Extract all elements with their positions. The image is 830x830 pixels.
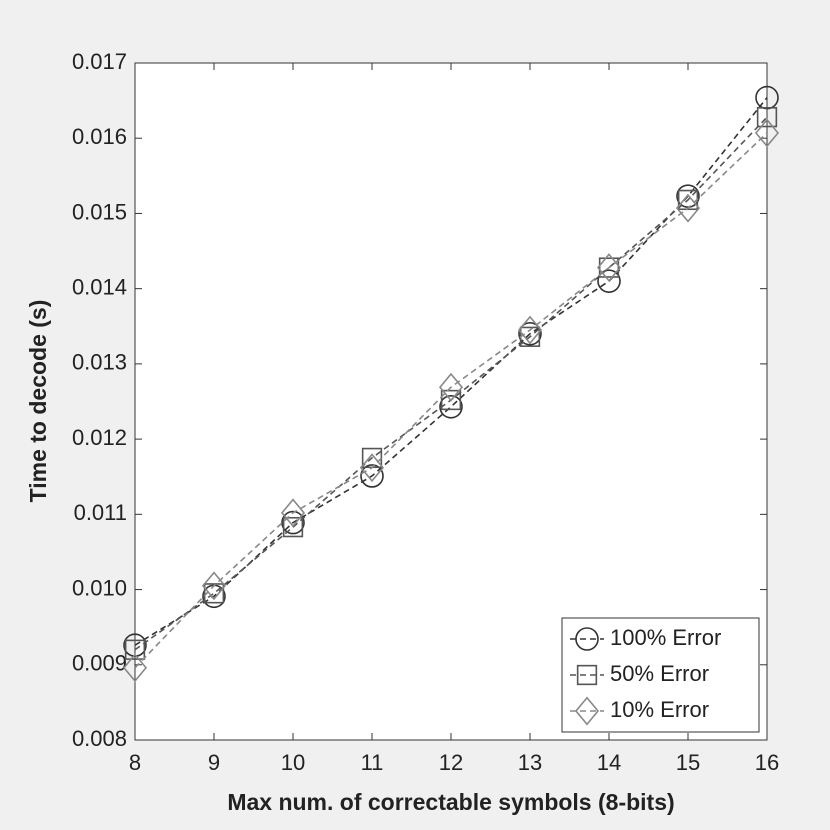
y-tick-label: 0.014 xyxy=(72,274,127,299)
legend-label: 100% Error xyxy=(610,625,721,650)
marker xyxy=(281,510,305,535)
x-tick-label: 13 xyxy=(518,750,542,775)
y-tick-label: 0.012 xyxy=(72,425,127,450)
marker xyxy=(518,321,542,346)
y-tick-label: 0.015 xyxy=(72,199,127,224)
legend-label: 50% Error xyxy=(610,661,709,686)
marker xyxy=(517,315,543,345)
marker xyxy=(675,193,701,223)
x-tick-label: 11 xyxy=(361,750,384,775)
y-tick-label: 0.008 xyxy=(72,726,127,751)
marker xyxy=(203,583,225,604)
x-tick-label: 14 xyxy=(597,750,621,775)
x-tick-label: 16 xyxy=(755,750,779,775)
x-tick-label: 8 xyxy=(129,750,141,775)
y-tick-label: 0.013 xyxy=(72,350,127,375)
marker xyxy=(122,653,148,683)
y-tick-label: 0.016 xyxy=(72,124,127,149)
y-axis-label: Time to decode (s) xyxy=(25,300,51,503)
y-tick-label: 0.010 xyxy=(72,575,127,600)
x-tick-label: 10 xyxy=(281,750,305,775)
marker xyxy=(360,464,384,488)
marker xyxy=(438,372,464,402)
x-tick-label: 9 xyxy=(208,750,220,775)
y-tick-label: 0.011 xyxy=(74,500,127,525)
marker xyxy=(280,498,306,528)
marker xyxy=(439,394,463,419)
marker xyxy=(123,633,147,658)
y-tick-label: 0.009 xyxy=(72,651,127,676)
marker xyxy=(440,389,462,411)
marker xyxy=(598,257,620,278)
legend-marker xyxy=(574,696,600,726)
marker xyxy=(597,269,621,293)
x-axis-label: Max num. of correctable symbols (8-bits) xyxy=(227,789,674,815)
marker xyxy=(754,118,780,148)
legend-marker xyxy=(575,627,599,651)
marker xyxy=(359,453,385,483)
marker xyxy=(596,253,622,283)
marker xyxy=(201,571,227,601)
marker xyxy=(124,639,146,660)
x-tick-label: 12 xyxy=(439,750,463,775)
series-line xyxy=(134,132,768,669)
marker xyxy=(756,107,778,128)
marker xyxy=(282,516,304,538)
y-tick-label: 0.017 xyxy=(72,49,127,74)
legend-label: 10% Error xyxy=(610,697,709,722)
x-tick-label: 15 xyxy=(676,750,700,775)
legend-marker xyxy=(576,664,598,686)
axes-box xyxy=(134,62,768,741)
